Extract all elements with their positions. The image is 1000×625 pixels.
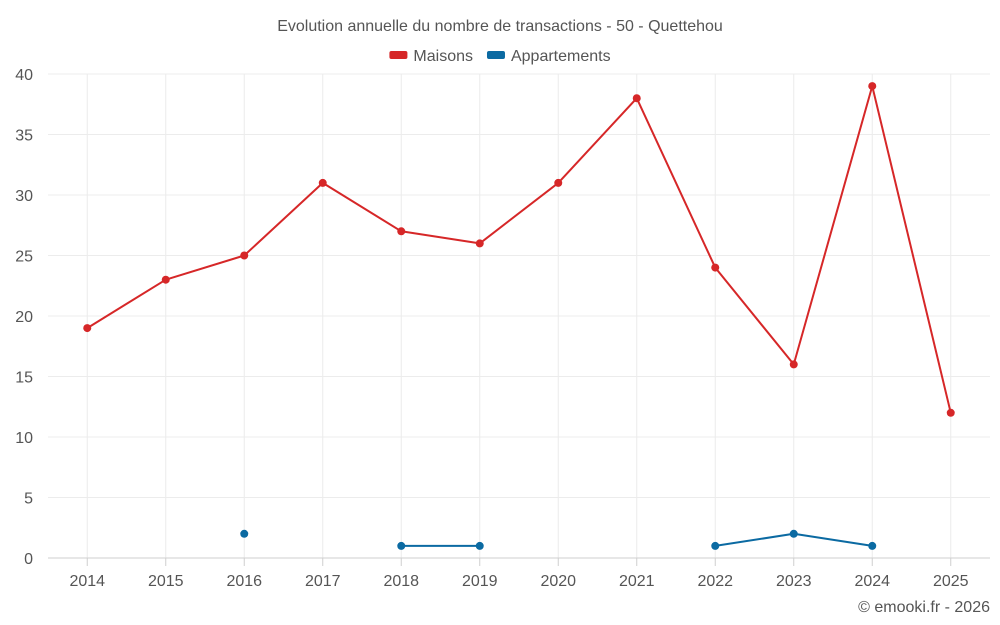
x-tick-label: 2021 <box>619 573 655 590</box>
x-tick-label: 2025 <box>933 573 969 590</box>
x-tick-label: 2014 <box>69 573 105 590</box>
x-tick-label: 2017 <box>305 573 341 590</box>
x-tick-label: 2023 <box>776 573 812 590</box>
data-point[interactable] <box>868 541 877 550</box>
grid <box>48 73 990 558</box>
y-tick-label: 0 <box>24 551 33 568</box>
series-maisons <box>83 82 955 417</box>
data-point[interactable] <box>711 541 720 550</box>
x-tick-label: 2015 <box>148 573 184 590</box>
data-point[interactable] <box>240 529 249 538</box>
data-point[interactable] <box>789 360 798 369</box>
y-tick-label: 25 <box>15 249 33 266</box>
data-point[interactable] <box>318 178 327 187</box>
data-point[interactable] <box>868 82 877 91</box>
series-line <box>86 85 952 414</box>
data-point[interactable] <box>789 529 798 538</box>
y-tick-label: 5 <box>24 491 33 508</box>
series <box>83 82 955 550</box>
x-tick-label: 2020 <box>540 573 576 590</box>
x-tick-label: 2019 <box>462 573 498 590</box>
x-tick-label: 2018 <box>383 573 419 590</box>
data-point[interactable] <box>554 178 563 187</box>
data-point[interactable] <box>946 408 955 417</box>
data-point[interactable] <box>711 263 720 272</box>
x-tick-label: 2022 <box>697 573 733 590</box>
data-point[interactable] <box>83 324 92 333</box>
y-tick-label: 20 <box>15 309 33 326</box>
x-tick-label: 2016 <box>226 573 262 590</box>
data-point[interactable] <box>161 275 170 284</box>
copyright-credit: © emooki.fr - 2026 <box>858 599 990 616</box>
series-appartements <box>240 529 877 550</box>
legend-swatch-maisons[interactable] <box>389 51 408 59</box>
legend-label-maisons[interactable]: Maisons <box>413 48 473 65</box>
data-point[interactable] <box>240 251 249 260</box>
y-tick-label: 15 <box>15 370 33 387</box>
data-point[interactable] <box>632 94 641 103</box>
legend-label-appartements[interactable]: Appartements <box>511 48 611 65</box>
y-tick-label: 30 <box>15 188 33 205</box>
y-tick-label: 35 <box>15 128 33 145</box>
legend-swatch-appartements[interactable] <box>486 51 505 59</box>
legend: Maisons Appartements <box>389 48 611 65</box>
data-point[interactable] <box>475 239 484 248</box>
data-point[interactable] <box>397 227 406 236</box>
y-tick-label: 10 <box>15 430 33 447</box>
x-tick-label: 2024 <box>854 573 890 590</box>
data-point[interactable] <box>475 541 484 550</box>
data-point[interactable] <box>397 541 406 550</box>
y-tick-label: 40 <box>15 67 33 84</box>
chart-title: Evolution annuelle du nombre de transact… <box>277 18 723 35</box>
